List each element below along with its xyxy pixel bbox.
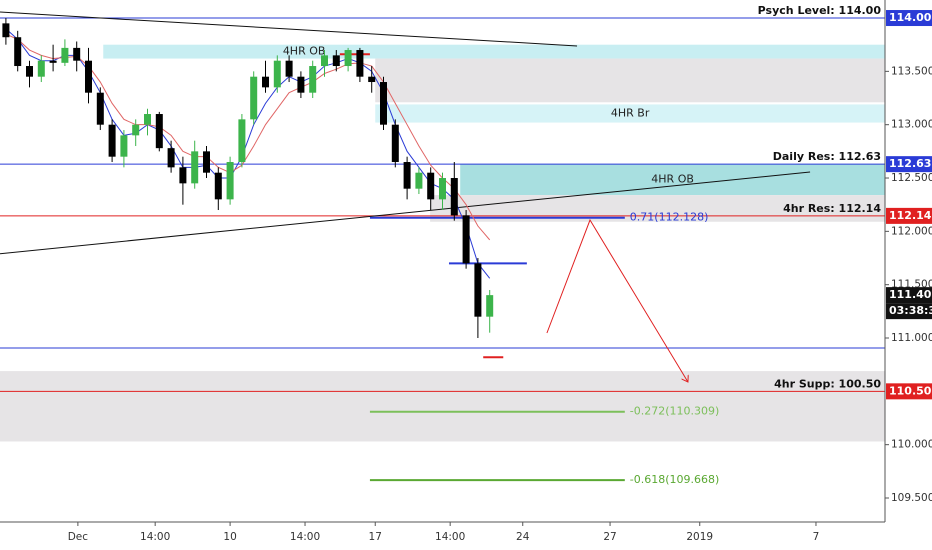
fib-label: -0.272(110.309) [630,405,720,418]
candle-body [96,92,104,125]
candle-body [462,215,470,264]
candle-body [368,76,376,83]
y-tick-label: 112.500 [891,172,932,184]
y-tick-label: 111.000 [891,332,932,344]
candle-body [309,66,317,93]
x-tick-label: 10 [223,531,236,543]
zone-label: 4HR Br [611,106,650,119]
y-tick-label: 113.500 [891,65,932,77]
x-tick-label: 14:00 [140,531,170,543]
countdown-bg [886,303,932,320]
candle-body [474,263,482,317]
level-label: Daily Res: 112.63 [773,150,881,163]
candle-body [155,114,163,149]
price-tag [886,287,932,304]
candle-body [179,167,187,184]
candle-body [439,178,446,200]
candle-body [238,119,246,163]
candle-body [226,162,234,200]
zone-label: 4HR OB [283,45,326,58]
zone [0,371,885,442]
price-axis-bg [885,0,932,550]
y-tick-label: 112.000 [891,225,932,237]
axes: 113.500113.000112.500112.000111.500111.0… [68,10,932,543]
price-tag-label: 112.630 [889,157,932,170]
candle-body [450,178,458,216]
level-label: 4hr Res: 112.14 [783,202,881,215]
drawing [546,218,688,382]
price-tag-label: 112.145 [889,209,932,222]
price-tag [886,383,932,400]
x-tick-label: 2019 [686,531,713,543]
price-tag [886,207,932,224]
candle-body [391,124,399,163]
candle-body [427,172,435,200]
drawing [0,11,578,47]
y-tick-label: 110.000 [891,439,932,451]
countdown: 03:38:38 [889,304,932,317]
x-tick-label: Dec [68,531,89,543]
zone [103,44,885,59]
x-tick-label: 7 [813,531,820,543]
y-tick-label: 109.500 [891,492,932,504]
candle-body [85,60,92,93]
candle-body [49,60,57,63]
zone [375,104,885,123]
candle-body [144,114,151,125]
candle-body [250,76,258,120]
candle-body [380,82,387,125]
candle-body [297,76,305,93]
candle-body [26,66,33,77]
candle-body [203,151,210,173]
candle-body [120,135,128,157]
candle-body [167,148,175,168]
candle-body [415,172,423,189]
price-tag-label: 111.402 [889,288,932,301]
candle-body [14,37,22,67]
candle-body [321,55,328,67]
zone [460,164,885,196]
price-tag-label: 110.500 [889,384,932,397]
x-tick-label: 27 [603,531,616,543]
x-tick-label: 17 [369,531,382,543]
plot-area: 4HR OB 4HR Br 4HR OB Psych Level: 114.00 Dai… [0,4,885,486]
candle-body [273,60,281,88]
x-tick-label: 24 [516,531,530,543]
price-tag-label: 114.000 [889,11,932,24]
candle-body [403,162,411,189]
candle-body [61,47,69,63]
zone [375,58,885,103]
candle-body [132,124,140,136]
x-tick-label: 14:00 [435,531,465,543]
candle-body [285,60,293,77]
price-tag [886,156,932,173]
level-label: 4hr Supp: 100.50 [774,377,881,390]
zone-label: 4HR OB [651,173,694,186]
y-tick-label: 113.000 [891,119,932,131]
fib-label: 0.71(112.128) [630,211,709,224]
candle-body [108,124,116,157]
candle-body [356,50,364,77]
candle-body [2,23,10,38]
candle-body [73,47,81,61]
candle-body [344,50,352,67]
candle-body [214,172,222,200]
price-tag [886,10,932,27]
drawing [0,171,811,255]
fib-label: -0.618(109.668) [630,473,720,486]
x-tick-label: 14:00 [290,531,320,543]
level-label: Psych Level: 114.00 [758,4,882,17]
candle-body [262,76,269,88]
candle-body [191,151,199,184]
candle-body [37,60,45,77]
candle-body [332,55,340,67]
candle-body [486,295,494,317]
